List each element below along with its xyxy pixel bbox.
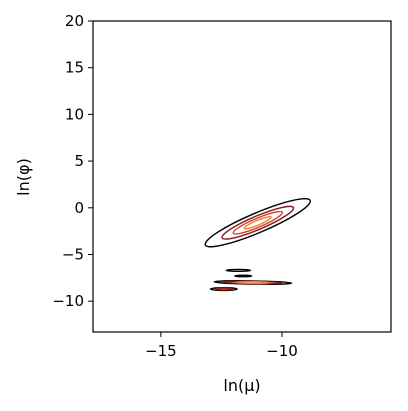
x-tick-label: −15 xyxy=(145,342,177,360)
y-tick-label: −5 xyxy=(62,245,84,263)
y-tick-label: 10 xyxy=(65,105,84,123)
y-tick-label: −10 xyxy=(52,292,84,310)
y-tick-label: 5 xyxy=(74,152,84,170)
y-tick-label: 20 xyxy=(65,12,84,30)
x-axis-label: ln(μ) xyxy=(223,376,260,395)
y-tick-label: 15 xyxy=(65,59,84,77)
y-axis-label: ln(φ) xyxy=(14,158,33,196)
y-tick-label: 0 xyxy=(74,199,84,217)
x-tick-label: −10 xyxy=(266,342,298,360)
